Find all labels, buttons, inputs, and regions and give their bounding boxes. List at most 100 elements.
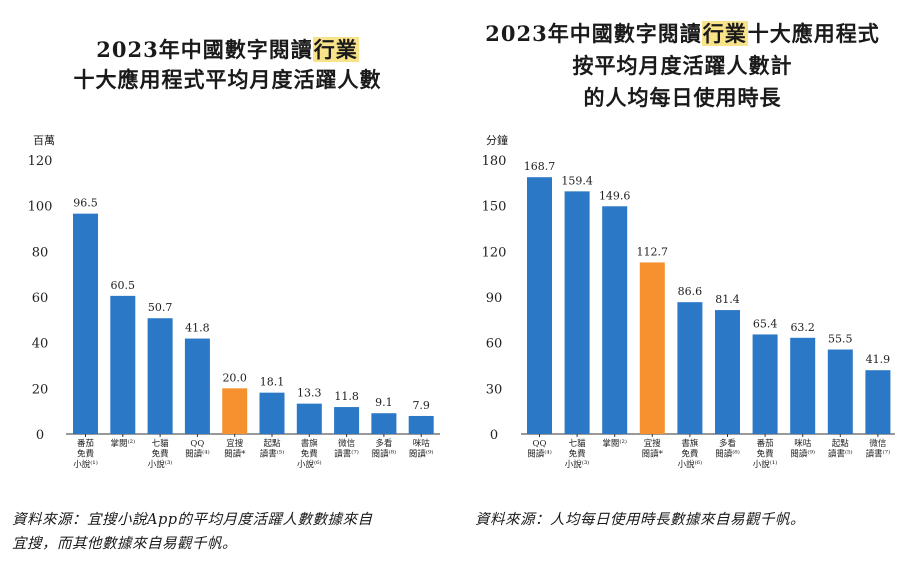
left-category-label: 讀書⁽⁵⁾ [260,449,285,460]
right-title-line-1: 2023年中國數字閱讀行業十大應用程式 [485,21,880,46]
right-category-label: 起點 [832,438,850,449]
right-category-label: 番茄 [757,438,774,449]
right-y-axis-unit-label: 分鐘 [486,133,508,147]
right-category-label: 讀書⁽⁷⁾ [866,449,891,460]
right-bar-value-label: 55.5 [828,333,853,346]
right-y-tick-label: 30 [486,382,503,397]
left-category-label: 掌閱⁽²⁾ [111,438,136,449]
right-bar-value-label: 65.4 [753,317,778,330]
left-bar-value-label: 13.3 [297,387,322,400]
left-bar [259,392,285,434]
left-category-label: 閱讀⁽⁸⁾ [372,449,397,460]
left-bar [334,407,360,434]
left-bar-value-label: 20.0 [222,371,247,384]
right-category-label: 微信 [869,438,887,449]
left-y-tick-label: 120 [28,154,53,169]
left-bar [371,413,397,434]
left-category-label: 番茄 [77,438,94,449]
left-y-tick-label: 0 [36,428,44,443]
left-category-label: 閱讀* [224,449,246,460]
right-bar [752,334,778,434]
left-category-label: 免費 [152,449,170,460]
right-category-label: 免費 [681,449,699,460]
left-bar [184,338,210,434]
right-bar [790,337,816,434]
left-bar-value-label: 18.1 [260,376,285,389]
right-bar-value-label: 149.6 [599,189,631,202]
left-category-label: 微信 [338,438,356,449]
left-category-label: 免費 [301,449,319,460]
left-y-tick-label: 20 [32,382,49,397]
right-category-label: 七貓 [569,438,587,449]
left-category-label: 宜搜 [226,438,244,449]
left-category-label: 小說⁽⁶⁾ [297,459,322,470]
right-bar-value-label: 41.9 [866,353,891,366]
left-title-line-1: 2023年中國數字閱讀行業 [96,37,359,62]
right-bar [564,191,590,434]
left-category-label: 閱讀⁽⁴⁾ [185,449,210,460]
right-category-label: 宜搜 [644,438,662,449]
right-bar-value-label: 63.2 [790,321,815,334]
right-bar-value-label: 112.7 [637,245,669,258]
right-category-label: QQ [533,439,547,449]
right-category-label: 小說⁽¹⁾ [753,459,778,470]
right-bar [827,349,853,434]
left-category-label: QQ [190,439,204,449]
left-category-label: 起點 [263,438,281,449]
right-bar-value-label: 168.7 [524,160,556,173]
left-bar [222,388,248,434]
right-y-tick-label: 150 [482,200,507,215]
left-category-label: 小說⁽¹⁾ [73,459,98,470]
right-category-label: 閱讀* [642,449,664,460]
left-category-label: 閱讀⁽⁹⁾ [409,449,434,460]
left-y-tick-label: 60 [32,291,49,306]
right-category-label: 閱讀⁽⁹⁾ [790,449,815,460]
right-category-label: 咪咕 [794,438,812,449]
right-y-tick-label: 90 [486,291,503,306]
left-bar-value-label: 11.8 [334,390,359,403]
right-bar-value-label: 86.6 [678,285,703,298]
left-category-label: 咪咕 [413,438,431,449]
left-bar [296,403,322,434]
right-category-label: 掌閱⁽²⁾ [602,438,627,449]
right-source-note: 資料來源：人均每日使用時長數據來自易觀千帆。 [475,512,805,528]
right-y-tick-label: 60 [486,337,503,352]
right-category-label: 讀書⁽⁵⁾ [828,449,853,460]
right-y-tick-label: 120 [482,245,507,260]
right-category-label: 書旗 [681,438,699,449]
right-y-tick-label: 0 [490,428,498,443]
left-bar [408,415,434,434]
left-bar-value-label: 96.5 [73,197,98,210]
right-bar [602,206,628,434]
right-bar [527,177,552,434]
right-bar [639,262,665,434]
right-category-label: 免費 [569,449,587,460]
left-category-label: 書旗 [301,438,319,449]
right-category-label: 多看 [719,438,736,449]
left-y-tick-label: 80 [32,245,49,260]
right-bar [715,310,740,434]
left-bar-value-label: 50.7 [148,301,173,314]
right-bar [677,302,703,434]
left-bar [110,295,136,434]
left-title-line-2: 十大應用程式平均月度活躍人數 [73,67,382,92]
left-category-label: 多看 [375,438,392,449]
left-source-note: 資料來源：宜搜小說App的平均月度活躍人數數據來自 宜搜，而其他數據來自易觀千帆… [12,512,373,552]
left-y-axis-unit-label: 百萬 [33,134,55,147]
left-y-tick-label: 100 [28,200,53,215]
left-bar [73,213,98,434]
right-title-line-2: 按平均月度活躍人數計 [572,53,793,78]
left-y-tick-label: 40 [32,337,49,352]
right-category-label: 小說⁽³⁾ [565,459,590,470]
left-bar-value-label: 7.9 [412,399,430,412]
right-title-line-3: 的人均每日使用時長 [583,85,782,110]
right-category-label: 小說⁽⁶⁾ [678,459,703,470]
right-bar-value-label: 159.4 [561,174,593,187]
left-bar-value-label: 60.5 [111,279,136,292]
left-bar-value-label: 41.8 [185,322,210,335]
left-category-label: 讀書⁽⁷⁾ [334,449,359,460]
left-category-label: 免費 [77,449,95,460]
right-y-tick-label: 180 [482,154,507,169]
